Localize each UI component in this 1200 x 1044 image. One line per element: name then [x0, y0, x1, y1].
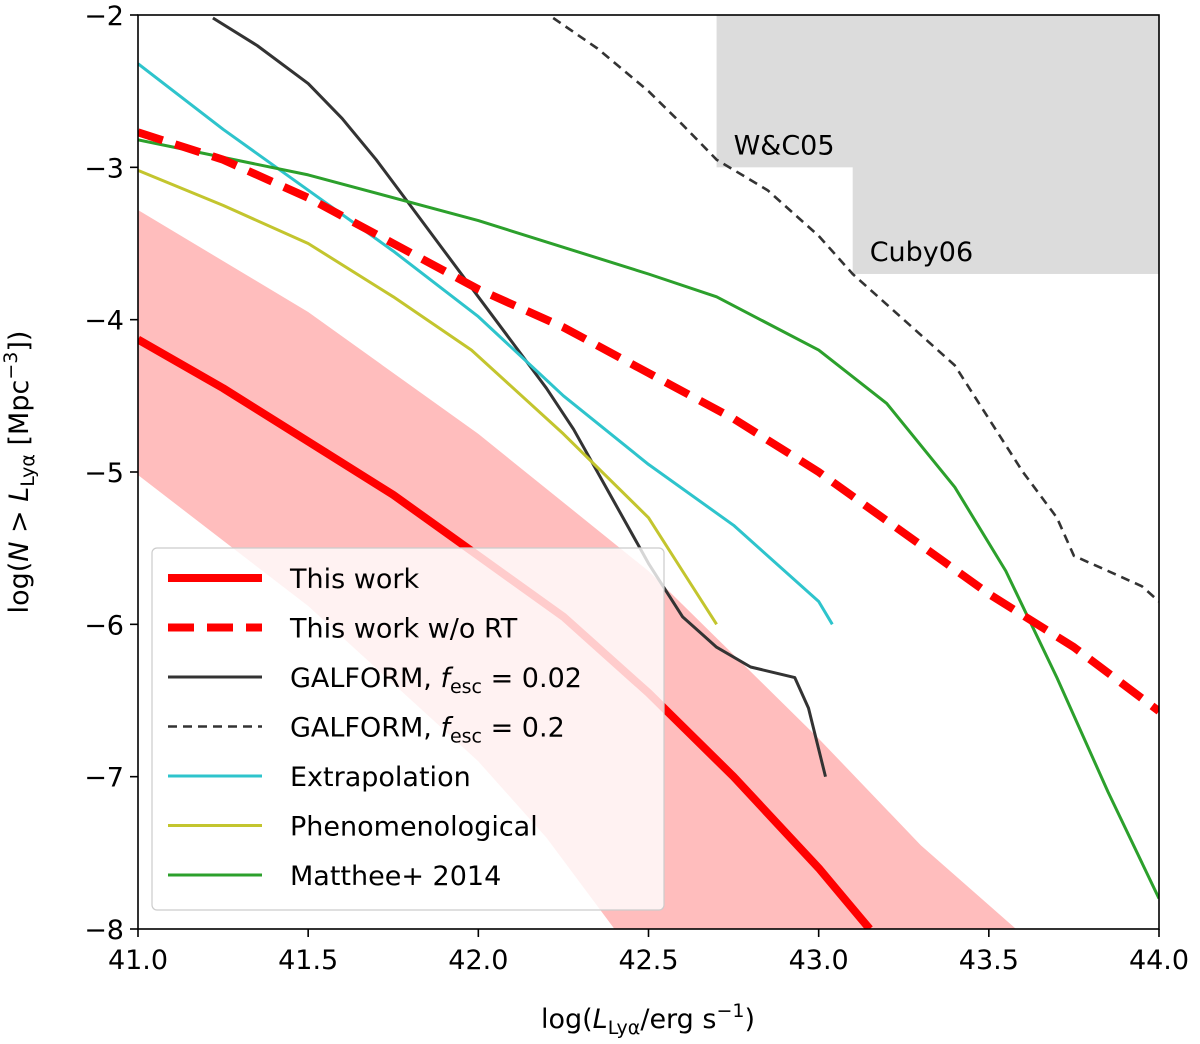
band-area — [138, 209, 1159, 929]
uncertainty-band — [138, 209, 1159, 929]
legend-label: Matthee+ 2014 — [290, 861, 501, 892]
series-line — [138, 169, 718, 626]
legend-label: This work w/o RT — [289, 614, 518, 645]
y-tick-label: −8 — [84, 915, 124, 946]
x-tick-label: 41.5 — [278, 945, 338, 976]
shaded-region — [852, 15, 1159, 274]
y-tick-label: −4 — [84, 306, 124, 337]
y-tick-label: −3 — [84, 153, 124, 184]
y-tick-label: −6 — [84, 610, 124, 641]
legend-label: Extrapolation — [290, 762, 471, 793]
x-tick-label: 43.0 — [789, 945, 849, 976]
legend-label: Phenomenological — [290, 812, 538, 843]
series-line — [552, 16, 1159, 603]
y-axis-label: log(N > LLyα [Mpc−3]) — [0, 331, 39, 614]
y-tick-label: −5 — [84, 458, 124, 489]
annotations: W&C05 Cuby06 — [734, 130, 974, 268]
series-line — [138, 128, 1159, 715]
series-line — [138, 138, 1159, 900]
series-line — [138, 62, 834, 626]
x-tick-label: 44.0 — [1129, 945, 1189, 976]
x-tick-label: 42.5 — [618, 945, 678, 976]
legend-label: GALFORM, fesc = 0.02 — [290, 663, 582, 698]
legend-box — [151, 547, 665, 911]
annotation-label: Cuby06 — [870, 237, 973, 268]
legend-label: GALFORM, fesc = 0.2 — [290, 713, 565, 748]
x-tick-label: 42.0 — [448, 945, 508, 976]
x-axis: 41.0 41.5 42.0 42.5 43.0 43.5 44.0 — [108, 929, 1189, 976]
legend: This work This work w/o RT GALFORM, fesc =… — [151, 547, 665, 911]
x-tick-label: 43.5 — [959, 945, 1019, 976]
y-tick-label: −7 — [84, 763, 124, 794]
series-line — [212, 16, 827, 778]
shaded-regions — [716, 15, 1159, 274]
y-axis: −8 −7 −6 −5 −4 −3 −2 — [84, 1, 138, 946]
x-axis-label: log(LLyα/erg s−1) — [541, 1000, 755, 1039]
annotation-label: W&C05 — [734, 130, 835, 161]
legend-label: This work — [289, 564, 419, 595]
y-tick-label: −2 — [84, 1, 124, 32]
x-tick-label: 41.0 — [108, 945, 168, 976]
